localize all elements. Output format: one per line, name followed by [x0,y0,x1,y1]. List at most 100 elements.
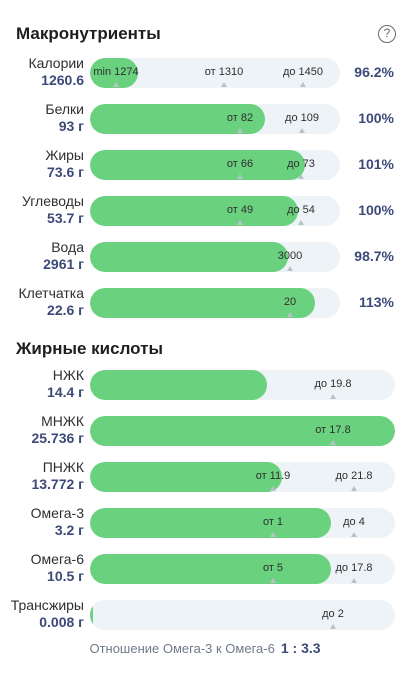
nutrient-value: 1260.6 [41,72,84,88]
range-tick [299,128,305,133]
percent-value: 98.7% [354,248,394,264]
fatty-acid-row[interactable]: Трансжиры 0.008 г до 2 [0,597,410,633]
omega-ratio-label: Отношение Омега-3 к Омега-6 [89,641,275,656]
nutrient-label: Клетчатка 22.6 г [0,285,84,319]
range-label: min 1274 [93,66,139,78]
range-tick [351,486,357,491]
progress-fill [90,370,267,400]
range-tick [287,312,293,317]
percent-value: 100% [358,202,394,218]
range-tick [351,532,357,537]
question-circle-icon[interactable]: ? [378,25,396,43]
fatty-acid-row[interactable]: Омега-6 10.5 г от 5 до 17.8 [0,551,410,587]
nutrient-name: ПНЖК [42,459,84,475]
progress-track: min 1274 от 1310 до 1450 [90,58,340,88]
omega-ratio: Отношение Омега-3 к Омега-6 1 : 3.3 [0,640,410,656]
nutrient-label: Калории 1260.6 [0,55,84,89]
percent-value: 113% [358,294,394,310]
range-label: до 54 [287,204,315,216]
nutrient-label: Белки 93 г [0,101,84,135]
nutrient-name: Омега-6 [30,551,84,567]
nutrient-label: Вода 2961 г [0,239,84,273]
nutrient-label: Трансжиры 0.008 г [0,597,84,631]
nutrient-name: Углеводы [21,193,84,209]
range-tick [351,578,357,583]
nutrient-label: НЖК 14.4 г [0,367,84,401]
progress-fill [90,600,93,630]
macro-row[interactable]: Калории 1260.6 min 1274 от 1310 до 1450 96.2% [0,55,410,91]
range-label: до 2 [322,608,344,620]
range-label: до 21.8 [335,470,373,482]
range-tick [298,174,304,179]
nutrient-value: 14.4 г [47,384,84,400]
range-label: от 1310 [204,66,244,78]
range-tick [237,128,243,133]
progress-fill [90,196,298,226]
range-tick [237,220,243,225]
nutrient-value: 22.6 г [47,302,84,318]
nutrient-name: Белки [45,101,84,117]
nutrient-name: НЖК [52,367,84,383]
progress-track: до 2 [90,600,395,630]
range-label: от 11.9 [255,470,291,482]
macro-row[interactable]: Белки 93 г от 82 до 109 100% [0,101,410,137]
nutrient-label: Жиры 73.6 г [0,147,84,181]
progress-track: 20 [90,288,340,318]
range-label: 20 [283,296,297,308]
macro-row[interactable]: Клетчатка 22.6 г 20 113% [0,285,410,321]
progress-fill [90,242,288,272]
range-label: от 1 [262,516,284,528]
fats-title: Жирные кислоты [16,339,163,358]
nutrient-value: 13.772 г [31,476,84,492]
range-label: от 82 [226,112,254,124]
nutrient-value: 0.008 г [39,614,84,630]
progress-fill [90,554,331,584]
nutrient-label: Углеводы 53.7 г [0,193,84,227]
progress-fill [90,288,315,318]
nutrient-value: 2961 г [43,256,84,272]
range-label: до 1450 [282,66,324,78]
range-label: до 19.8 [314,378,352,390]
fatty-acid-row[interactable]: МНЖК 25.736 г от 17.8 [0,413,410,449]
range-tick [270,532,276,537]
range-tick [298,220,304,225]
progress-fill [90,150,305,180]
nutrient-name: Трансжиры [10,597,84,613]
progress-track: от 5 до 17.8 [90,554,395,584]
progress-fill [90,104,265,134]
progress-track: 3000 [90,242,340,272]
progress-track: от 66 до 73 [90,150,340,180]
progress-track: от 49 до 54 [90,196,340,226]
nutrient-value: 25.736 г [31,430,84,446]
fatty-acid-row[interactable]: Омега-3 3.2 г от 1 до 4 [0,505,410,541]
range-label: до 17.8 [335,562,373,574]
nutrient-name: Калории [28,55,84,71]
range-tick [330,440,336,445]
fatty-acid-row[interactable]: НЖК 14.4 г до 19.8 [0,367,410,403]
macro-row[interactable]: Вода 2961 г 3000 98.7% [0,239,410,275]
nutrient-value: 3.2 г [54,522,84,538]
macros-title: Макронутриенты [16,24,161,43]
nutrient-name: Вода [51,239,84,255]
range-label: от 17.8 [315,424,351,436]
percent-value: 101% [358,156,394,172]
range-tick [221,82,227,87]
range-label: 3000 [277,250,303,262]
fatty-acid-row[interactable]: ПНЖК 13.772 г от 11.9 до 21.8 [0,459,410,495]
range-tick [270,486,276,491]
nutrient-name: Омега-3 [30,505,84,521]
range-tick [237,174,243,179]
progress-track: от 1 до 4 [90,508,395,538]
macro-row[interactable]: Жиры 73.6 г от 66 до 73 101% [0,147,410,183]
percent-value: 100% [358,110,394,126]
range-tick [113,82,119,87]
range-tick [330,394,336,399]
progress-track: до 19.8 [90,370,395,400]
omega-ratio-value: 1 : 3.3 [280,640,321,656]
progress-fill [90,508,331,538]
nutrient-name: Жиры [45,147,84,163]
progress-fill [90,462,283,492]
macro-row[interactable]: Углеводы 53.7 г от 49 до 54 100% [0,193,410,229]
progress-fill [90,416,395,446]
progress-track: от 17.8 [90,416,395,446]
